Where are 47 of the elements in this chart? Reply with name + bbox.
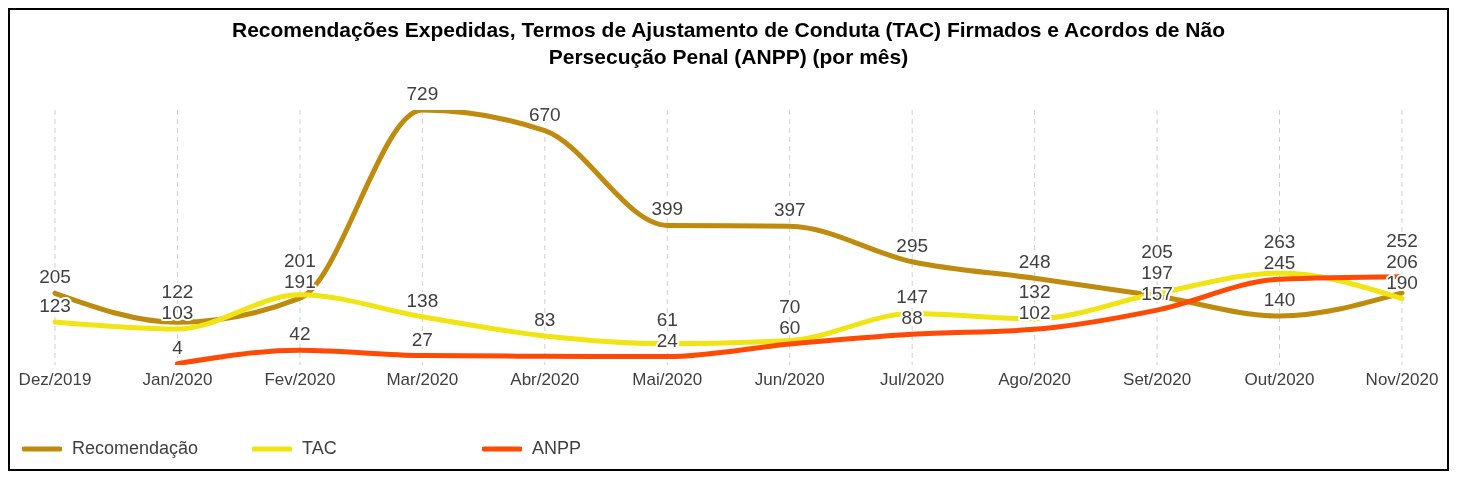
- data-label: 60: [779, 317, 801, 339]
- data-label: 191: [284, 271, 316, 293]
- data-label: 138: [406, 289, 439, 311]
- data-label: 263: [1263, 231, 1296, 253]
- data-label: 122: [161, 280, 194, 302]
- x-tick-label: Jan/2020: [142, 370, 213, 390]
- data-label: 103: [161, 301, 194, 323]
- data-label: 670: [528, 103, 561, 125]
- legend-label: Recomendação: [72, 438, 199, 459]
- data-label: 140: [1263, 289, 1296, 311]
- data-label: 70: [779, 296, 801, 318]
- x-tick-label: Fev/2020: [264, 370, 336, 390]
- data-label: 147: [896, 286, 929, 308]
- legend-label: ANPP: [532, 438, 582, 459]
- data-label: 132: [1018, 281, 1051, 303]
- data-label: 4: [172, 336, 184, 358]
- data-label: 729: [406, 83, 439, 104]
- data-label: 42: [289, 323, 311, 345]
- x-tick-label: Mar/2020: [386, 370, 459, 390]
- data-label: 83: [534, 308, 556, 330]
- x-tick-label: Abr/2020: [510, 370, 580, 390]
- data-label: 206: [1386, 250, 1418, 272]
- x-tick-label: Jul/2020: [880, 370, 945, 390]
- data-label: 27: [411, 328, 433, 350]
- x-tick-label: Ago/2020: [998, 370, 1072, 390]
- data-label: 201: [284, 250, 316, 272]
- data-label: 205: [1141, 241, 1173, 263]
- x-tick-label: Jun/2020: [754, 370, 825, 390]
- chart-title: Recomendações Expedidas, Termos de Ajustamento de Conduta (TAC) Firmados e Acordos de Não Persecução Penal (ANPP) (por mês): [231, 17, 1226, 70]
- data-label: 197: [1141, 262, 1173, 284]
- data-label: 205: [39, 266, 71, 288]
- data-label: 190: [1386, 271, 1418, 293]
- data-label: 397: [773, 199, 806, 221]
- legend-label: TAC: [302, 438, 337, 459]
- data-label: 295: [896, 234, 929, 256]
- data-label: 252: [1386, 229, 1418, 251]
- x-tick-label: Mai/2020: [632, 370, 703, 390]
- data-label: 24: [656, 329, 679, 351]
- data-label: 245: [1263, 252, 1296, 274]
- data-label: 248: [1018, 251, 1051, 273]
- x-tick-label: Set/2020: [1123, 370, 1192, 390]
- x-tick-label: Out/2020: [1244, 370, 1315, 390]
- x-tick-label: Nov/2020: [1365, 370, 1439, 390]
- data-label: 123: [39, 294, 71, 316]
- x-tick-label: Dez/2019: [18, 370, 92, 390]
- data-label: 399: [651, 198, 684, 220]
- data-label: 61: [656, 308, 678, 330]
